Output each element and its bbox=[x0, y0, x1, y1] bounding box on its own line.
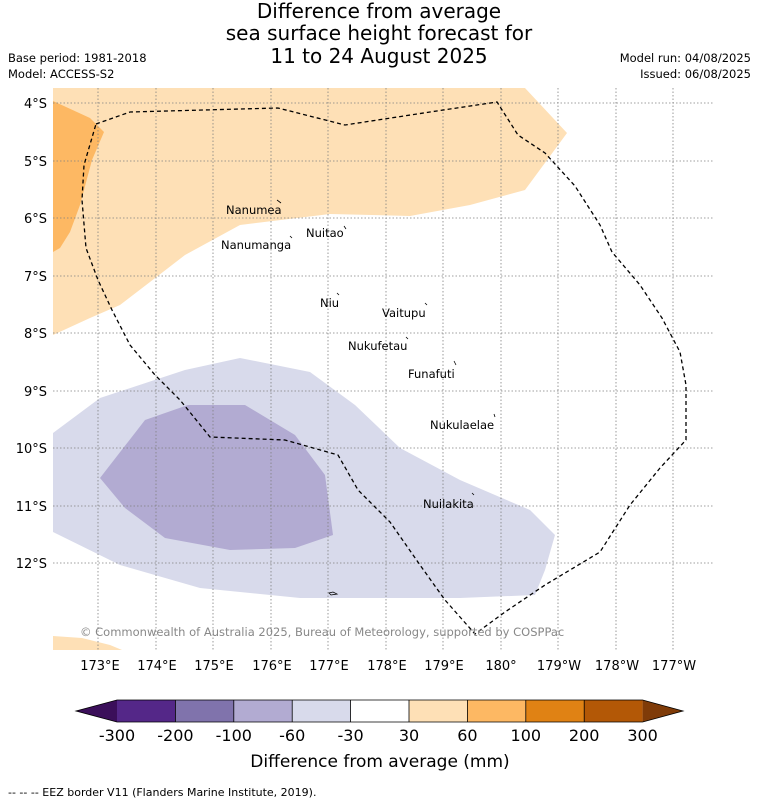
lon-label: 177°W bbox=[652, 659, 696, 674]
place-label-vaitupu: Vaitupu bbox=[382, 306, 426, 320]
place-label-nuilakita: Nuilakita bbox=[423, 497, 474, 511]
place-label-nanumea: Nanumea bbox=[226, 203, 282, 217]
lat-label: 9°S bbox=[24, 385, 47, 400]
colorbar-tick: 300 bbox=[627, 726, 658, 745]
colorbar-tick: -60 bbox=[279, 726, 305, 745]
island-nanumea-marker bbox=[276, 199, 282, 204]
place-label-nukulaelae: Nukulaelae bbox=[430, 418, 494, 432]
colorbar-outline bbox=[74, 699, 685, 723]
colorbar-tick: -300 bbox=[99, 726, 135, 745]
lon-label: 175°E bbox=[194, 659, 234, 674]
island-nanumanga-marker bbox=[289, 235, 293, 239]
colorbar-segment bbox=[409, 700, 468, 722]
colorbar-tick: -100 bbox=[216, 726, 252, 745]
lon-label: 173°E bbox=[80, 659, 120, 674]
contour-positive-30-60-south bbox=[53, 636, 122, 650]
colorbar-extend-high bbox=[642, 700, 683, 722]
colorbar bbox=[74, 699, 685, 723]
lon-label: 179°E bbox=[424, 659, 464, 674]
lon-label: 176°E bbox=[252, 659, 292, 674]
colorbar-segment bbox=[233, 700, 293, 722]
island-vaitupu-marker bbox=[424, 302, 428, 306]
place-label-nuitao: Nuitao bbox=[306, 226, 344, 240]
issued-text: Issued: 06/08/2025 bbox=[640, 67, 751, 81]
colorbar-segment bbox=[584, 700, 643, 722]
lat-label: 5°S bbox=[24, 155, 47, 170]
island-nukulaelae-marker bbox=[493, 413, 496, 418]
colorbar-tick: 60 bbox=[457, 726, 477, 745]
model-text: Model: ACCESS-S2 bbox=[8, 67, 115, 81]
anomaly-contours bbox=[53, 88, 567, 650]
colorbar-tick: 100 bbox=[511, 726, 542, 745]
lat-label: 10°S bbox=[16, 442, 47, 457]
eez-border-line bbox=[81, 101, 687, 635]
colorbar-tick: -30 bbox=[338, 726, 364, 745]
island-funafuti-marker bbox=[453, 360, 457, 366]
colorbar-segment bbox=[350, 700, 409, 722]
lon-label: 178°W bbox=[595, 659, 639, 674]
colorbar-segment bbox=[175, 700, 234, 722]
base-period-text: Base period: 1981-2018 bbox=[8, 51, 147, 65]
chart-title-line2: sea surface height forecast for bbox=[225, 21, 533, 45]
copyright-text: © Commonwealth of Australia 2025, Bureau… bbox=[80, 625, 564, 639]
lon-label: 174°E bbox=[137, 659, 177, 674]
island-nuilakita-marker bbox=[471, 492, 475, 496]
lon-label: 179°W bbox=[537, 659, 581, 674]
contour-negative-60-100 bbox=[100, 405, 333, 550]
colorbar-segment bbox=[292, 700, 351, 722]
island-reef-marker bbox=[328, 591, 339, 596]
lat-label: 11°S bbox=[16, 500, 47, 515]
chart-title-line3: 11 to 24 August 2025 bbox=[270, 44, 488, 68]
place-label-nanumanga: Nanumanga bbox=[221, 238, 291, 252]
eez-footnote: -- -- -- EEZ border V11 (Flanders Marine… bbox=[8, 786, 317, 799]
island-markers bbox=[276, 199, 496, 596]
lat-label: 7°S bbox=[24, 270, 47, 285]
lat-label: 12°S bbox=[16, 557, 47, 572]
colorbar-segment bbox=[467, 700, 526, 722]
lat-label: 4°S bbox=[24, 97, 47, 112]
place-label-niu: Niu bbox=[320, 296, 339, 310]
place-label-nukufetau: Nukufetau bbox=[348, 339, 407, 353]
colorbar-extend-low bbox=[76, 700, 117, 722]
model-run-text: Model run: 04/08/2025 bbox=[619, 51, 751, 65]
colorbar-label: Difference from average (mm) bbox=[250, 752, 509, 772]
contour-positive-30-60 bbox=[53, 88, 567, 335]
lon-label: 177°E bbox=[309, 659, 349, 674]
chart-title-line1: Difference from average bbox=[256, 0, 502, 23]
lon-label: 180° bbox=[485, 659, 516, 674]
colorbar-segment bbox=[117, 700, 176, 722]
place-label-funafuti: Funafuti bbox=[408, 367, 455, 381]
colorbar-tick: -200 bbox=[157, 726, 193, 745]
island-nukufetau-marker bbox=[405, 336, 409, 340]
colorbar-segment bbox=[525, 700, 585, 722]
colorbar-tick: 200 bbox=[569, 726, 600, 745]
colorbar-tick: 30 bbox=[399, 726, 419, 745]
island-niu-marker bbox=[336, 292, 340, 296]
island-nuitao-marker bbox=[343, 225, 347, 230]
lat-label: 8°S bbox=[24, 327, 47, 342]
gridlines bbox=[53, 88, 713, 650]
lon-label: 178°E bbox=[367, 659, 407, 674]
lat-label: 6°S bbox=[24, 212, 47, 227]
